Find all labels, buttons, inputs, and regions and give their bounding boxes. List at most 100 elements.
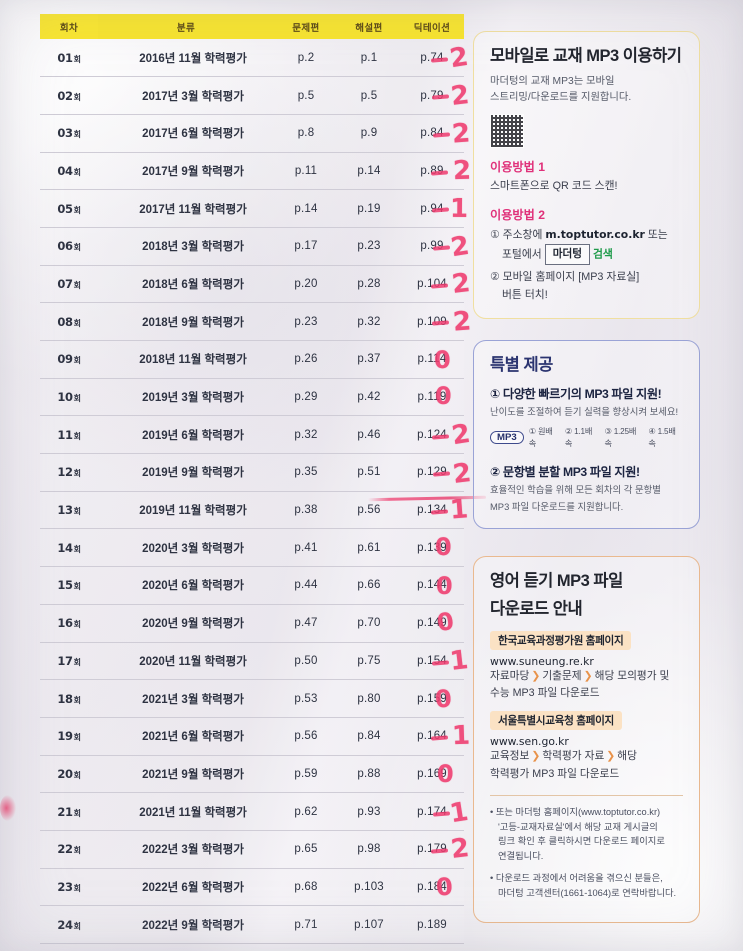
handwritten-edge-smudge xyxy=(0,795,16,821)
cell-category: 2016년 11월 학력평가 xyxy=(98,39,274,78)
round-number: 10 xyxy=(57,390,73,405)
round-number: 05 xyxy=(57,201,73,216)
cell-problem-page: p.11 xyxy=(274,152,338,191)
round-unit: 회 xyxy=(73,92,81,102)
cell-explanation-page: p.46 xyxy=(338,415,400,455)
cell-problem-page: p.68 xyxy=(274,868,338,907)
round-number: 18 xyxy=(57,691,73,706)
cell-problem-page: p.26 xyxy=(274,340,338,379)
cell-explanation-page: p.5 xyxy=(338,76,400,115)
src1-path-seg2: 기출문제 xyxy=(542,670,582,683)
cell-round-number: 01회 xyxy=(40,39,98,78)
cell-round-number: 15회 xyxy=(40,566,98,605)
panel-mp3-step2-d: 버튼 터치! xyxy=(502,288,548,301)
round-number: 17 xyxy=(57,653,73,668)
round-unit: 회 xyxy=(73,243,81,253)
cell-dictation-page: p.129 xyxy=(400,453,464,492)
portal-prefix: 포털에서 xyxy=(502,248,542,261)
round-unit: 회 xyxy=(73,54,81,64)
panel-mp3-step1-text: 스마트폰으로 QR 코드 스캔! xyxy=(490,180,618,193)
round-unit: 회 xyxy=(73,620,81,630)
cell-problem-page: p.44 xyxy=(274,566,338,605)
panel-special-offer: 특별 제공 ① 다양한 빠르기의 MP3 파일 지원! 난이도를 조절하여 듣기… xyxy=(473,340,700,530)
src2-path-seg2: 학력평가 자료 xyxy=(542,750,605,763)
qr-code-icon[interactable] xyxy=(490,114,524,149)
panel-mp3-title: 모바일로 교재 MP3 이용하기 xyxy=(490,47,682,65)
round-unit: 회 xyxy=(73,883,81,893)
table-row: 22회 2022년 3월 학력평가 p.65 p.98 p.179 xyxy=(40,830,464,869)
cell-round-number: 13회 xyxy=(40,491,98,530)
source-1-url[interactable]: www.suneung.re.kr xyxy=(490,655,594,669)
cell-explanation-page: p.23 xyxy=(338,227,400,266)
panel-special-title: 특별 제공 xyxy=(490,356,553,374)
cell-dictation-page: p.139 xyxy=(400,528,464,568)
speed-option-3: ③ 1.25배속 xyxy=(604,427,637,449)
cell-category: 2022년 3월 학력평가 xyxy=(98,830,274,869)
cell-dictation-page: p.179 xyxy=(400,830,464,869)
round-number: 09 xyxy=(57,352,73,367)
cell-category: 2021년 11월 학력평가 xyxy=(98,792,274,831)
round-unit: 회 xyxy=(73,318,81,328)
cell-round-number: 10회 xyxy=(40,378,98,417)
cell-category: 2020년 11월 학력평가 xyxy=(98,642,274,681)
table-row: 15회 2020년 6월 학력평가 p.44 p.66 p.144 xyxy=(40,566,464,605)
cell-category: 2017년 11월 학력평가 xyxy=(98,189,274,228)
cell-dictation-page: p.114 xyxy=(400,340,464,379)
cell-dictation-page: p.74 xyxy=(400,39,464,78)
table-row: 07회 2018년 6월 학력평가 p.20 p.28 p.104 xyxy=(40,265,464,304)
table-row: 16회 2020년 9월 학력평가 p.47 p.70 p.149 xyxy=(40,604,464,643)
search-label: 검색 xyxy=(592,248,613,261)
panel-mp3-step2-portal-line: 포털에서 마더텅 검색 xyxy=(490,243,683,266)
note-1-line2: '고등-교재자료실'에서 해당 교재 게시글의 xyxy=(498,821,658,832)
cell-problem-page: p.29 xyxy=(274,378,338,417)
cell-round-number: 19회 xyxy=(40,717,98,756)
note-1-line4: 연결됩니다. xyxy=(498,851,544,862)
table-row: 18회 2021년 3월 학력평가 p.53 p.80 p.159 xyxy=(40,679,464,718)
step2-address-prefix: ① 주소창에 xyxy=(490,228,546,241)
cell-category: 2022년 6월 학력평가 xyxy=(98,868,274,907)
source-2-url[interactable]: www.sen.go.kr xyxy=(490,735,569,749)
table-header: 회차 분류 문제편 해설편 딕테이션 xyxy=(40,14,464,39)
cell-round-number: 05회 xyxy=(40,189,98,228)
chevron-right-icon: ❯ xyxy=(606,750,616,763)
round-number: 04 xyxy=(57,163,73,178)
cell-round-number: 16회 xyxy=(40,604,98,643)
cell-problem-page: p.50 xyxy=(274,642,338,681)
cell-problem-page: p.14 xyxy=(274,189,338,228)
cell-round-number: 11회 xyxy=(40,415,98,455)
mobile-site-url[interactable]: m.toptutor.co.kr xyxy=(545,227,645,241)
cell-problem-page: p.56 xyxy=(274,717,338,756)
note-2-line1: 다운로드 과정에서 어려움을 겪으신 분들은, xyxy=(495,873,663,884)
cell-category: 2019년 9월 학력평가 xyxy=(98,453,274,492)
cell-category: 2020년 6월 학력평가 xyxy=(98,566,274,605)
cell-problem-page: p.8 xyxy=(274,114,338,153)
speed-option-2: ② 1.1배속 xyxy=(564,427,593,449)
cell-explanation-page: p.32 xyxy=(338,302,400,341)
cell-dictation-page: p.144 xyxy=(400,566,464,605)
round-number: 22 xyxy=(57,842,73,857)
cell-problem-page: p.65 xyxy=(274,830,338,869)
cell-problem-page: p.35 xyxy=(274,453,338,492)
cell-explanation-page: p.1 xyxy=(338,39,400,78)
cell-category: 2022년 9월 학력평가 xyxy=(98,905,274,944)
cell-dictation-page: p.149 xyxy=(400,604,464,643)
cell-dictation-page: p.94 xyxy=(400,189,464,228)
cell-round-number: 17회 xyxy=(40,642,98,681)
cell-round-number: 12회 xyxy=(40,453,98,492)
round-number: 11 xyxy=(57,427,73,442)
table-row: 24회 2022년 9월 학력평가 p.71 p.107 p.189 xyxy=(40,905,464,944)
cell-problem-page: p.5 xyxy=(274,76,338,115)
speed-option-4: ④ 1.5배속 xyxy=(648,427,676,449)
cell-dictation-page: p.189 xyxy=(400,905,464,944)
table-row: 20회 2021년 9월 학력평가 p.59 p.88 p.169 xyxy=(40,755,464,794)
search-keyword-box[interactable]: 마더텅 xyxy=(544,243,590,266)
cell-round-number: 09회 xyxy=(40,340,98,379)
schedule-table-container: 회차 분류 문제편 해설편 딕테이션 01회 2016년 11월 학력평가 p.2 p… xyxy=(40,14,464,944)
cell-dictation-page: p.159 xyxy=(400,679,464,718)
table-row: 08회 2018년 9월 학력평가 p.23 p.32 p.109 xyxy=(40,302,464,341)
round-unit: 회 xyxy=(73,431,81,441)
round-unit: 회 xyxy=(73,846,81,856)
round-unit: 회 xyxy=(73,921,81,931)
cell-explanation-page: p.107 xyxy=(338,905,400,944)
table-row: 17회 2020년 11월 학력평가 p.50 p.75 p.154 xyxy=(40,642,464,681)
